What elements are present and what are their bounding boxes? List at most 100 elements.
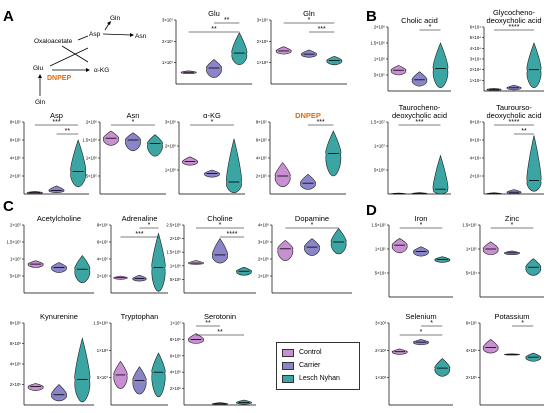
violin-choline-carrier [212, 238, 228, 264]
panel-letter-b: B [366, 8, 377, 25]
y-tick-label-zinc-0: 5×10⁴ [466, 271, 477, 276]
y-tick-label-serotonin-0: 2×10⁶ [170, 386, 181, 391]
y-tick-label-dopamine-0: 1×10⁶ [258, 274, 269, 279]
violin-gln-control [275, 46, 292, 55]
y-tick-label-potassium-0: 2×10⁵ [466, 375, 477, 380]
y-tick-label-dopamine-3: 4×10⁶ [258, 223, 269, 228]
chart-title-selenium: Selenium [405, 312, 436, 321]
y-tick-label-acetylcholine-3: 2×10⁷ [10, 223, 21, 228]
pathway-node-akg: α-KG [94, 67, 109, 74]
chart-title-cholic-acid: Cholic acid [401, 16, 438, 25]
y-tick-label-kg-1: 2×10⁶ [165, 144, 176, 149]
chart-title-taurourso-deoxycholic-acid-line-2: deoxycholic acid [486, 111, 541, 120]
sig-label-potassium-0: * [521, 320, 524, 327]
y-tick-label-iron-2: 1.5×10⁵ [371, 223, 386, 228]
y-tick-label-zinc-1: 1×10⁵ [466, 247, 477, 252]
y-tick-label-gln-1: 2×10⁸ [257, 39, 268, 44]
y-tick-label-taurocheno-deoxycholic-acid-2: 1.5×10⁷ [371, 120, 386, 125]
y-tick-label-zinc-2: 1.5×10⁵ [462, 223, 477, 228]
legend: Control Carrier Lesch Nyhan [276, 342, 360, 390]
y-tick-label-taurocheno-deoxycholic-acid-1: 1×10⁷ [374, 144, 385, 149]
legend-item-control: Control [282, 346, 354, 359]
violin-gln-carrier [301, 49, 317, 58]
y-tick-label-asp-3: 8×10⁵ [10, 120, 21, 125]
violin-dnpep-control [274, 162, 291, 188]
y-tick-label-glycocheno-deoxycholic-acid-2: 3×10⁴ [470, 57, 481, 62]
y-tick-label-kg-2: 3×10⁶ [165, 120, 176, 125]
chart-asn: Asn 5×10⁵ 1×10⁶ 1.5×10⁶ 2×10⁶ * [82, 111, 166, 195]
chart-title-adrenaline: Adrenaline [122, 214, 158, 223]
y-tick-label-cholic-acid-2: 1.5×10⁶ [370, 41, 385, 46]
sig-label-taurourso-deoxycholic-acid-1: ** [521, 128, 527, 135]
violin-serotonin-lesch-nyhan [236, 399, 252, 405]
violin-selenium-lesch-nyhan [434, 358, 451, 377]
y-tick-label-glycocheno-deoxycholic-acid-4: 5×10⁴ [470, 35, 481, 40]
chart-title-glu: Glu [208, 9, 220, 18]
chart-potassium: Potassium 2×10⁵ 4×10⁵ 6×10⁵ * [466, 312, 544, 406]
violin-kynurenine-carrier [51, 384, 67, 402]
violin-dnpep-carrier [300, 173, 316, 190]
sig-label-selenium-1: * [420, 329, 423, 336]
legend-swatch-control [282, 348, 294, 357]
pathway-enzyme-dnpep: DNPEP [47, 75, 71, 82]
y-tick-label-acetylcholine-1: 1×10⁷ [10, 257, 21, 262]
y-tick-label-selenium-1: 2×10³ [375, 348, 386, 353]
violin-zinc-control [482, 241, 499, 256]
chart-title-tryptophan: Tryptophan [121, 312, 159, 321]
sig-label-glu-1: ** [211, 26, 217, 33]
sig-label-gln-0: * [308, 17, 311, 24]
violin-choline-control [188, 260, 204, 265]
sig-label-dnpep-0: *** [317, 119, 325, 126]
pathway-node-asp: Asp [89, 31, 101, 38]
y-tick-label-asn-2: 1.5×10⁶ [82, 138, 97, 143]
violin-dopamine-control [277, 239, 294, 262]
y-tick-label-dnpep-3: 8×10⁵ [256, 120, 267, 125]
y-tick-label-glu-0: 1×10⁷ [162, 60, 173, 65]
panel-letter-c: C [3, 198, 14, 215]
violin-adrenaline-carrier [132, 274, 147, 282]
sig-label-dopamine-0: * [311, 222, 314, 229]
y-tick-label-taurourso-deoxycholic-acid-1: 4×10⁴ [470, 156, 481, 161]
y-tick-label-serotonin-4: 1×10⁷ [170, 321, 181, 326]
chart-kg: α-KG 1×10⁶ 2×10⁶ 3×10⁶ * [165, 111, 245, 195]
violin-asn-carrier [125, 132, 141, 152]
y-tick-label-glu-2: 3×10⁷ [162, 18, 173, 23]
pathway-node-gln-top: Gln [110, 15, 121, 22]
y-tick-label-acetylcholine-0: 5×10⁶ [10, 274, 21, 279]
chart-title-serotonin: Serotonin [204, 312, 236, 321]
sig-label-asp-1: ** [65, 128, 71, 135]
legend-swatch-lesch-nyhan [282, 374, 294, 383]
y-tick-label-taurocheno-deoxycholic-acid-0: 5×10⁶ [374, 168, 385, 173]
chart-title-asp: Asp [50, 111, 63, 120]
violin-glu-carrier [206, 59, 222, 78]
y-tick-label-tryptophan-0: 5×10⁷ [97, 375, 108, 380]
chart-title-kynurenine: Kynurenine [40, 312, 78, 321]
violin-taurocheno-deoxycholic-acid-lesch-nyhan [432, 154, 449, 195]
sig-label-choline-0: * [219, 222, 222, 229]
violin-kynurenine-control [27, 383, 44, 391]
violin-glycocheno-deoxycholic-acid-lesch-nyhan [526, 42, 542, 89]
violin-dopamine-lesch-nyhan [330, 227, 347, 255]
y-tick-label-dopamine-1: 2×10⁶ [258, 257, 269, 262]
y-tick-label-adrenaline-2: 6×10⁶ [97, 240, 108, 245]
violin-asn-lesch-nyhan [147, 134, 163, 157]
sig-label-iron-0: * [420, 222, 423, 229]
y-tick-label-kynurenine-2: 6×10⁶ [10, 341, 21, 346]
y-tick-label-taurourso-deoxycholic-acid-0: 2×10⁴ [470, 174, 481, 179]
sig-label-kg-0: * [211, 119, 214, 126]
chart-serotonin: Serotonin 2×10⁶ 4×10⁶ 6×10⁶ 8×10⁶ 1×10⁷ ** ** [170, 312, 256, 406]
chart-glu: Glu 1×10⁷ 2×10⁷ 3×10⁷ ** ** [162, 9, 252, 85]
chart-zinc: Zinc 5×10⁴ 1×10⁵ 1.5×10⁵ * [462, 214, 544, 298]
y-tick-label-selenium-2: 3×10³ [375, 321, 386, 326]
y-tick-label-choline-3: 2×10⁶ [170, 236, 181, 241]
y-tick-label-asn-1: 1×10⁶ [86, 156, 97, 161]
sig-label-taurourso-deoxycholic-acid-0: **** [509, 119, 520, 126]
violin-potassium-control [482, 339, 499, 354]
panel-letter-a: A [3, 8, 14, 25]
chart-title-acetylcholine: Acetylcholine [37, 214, 81, 223]
violin-iron-control [391, 238, 408, 254]
